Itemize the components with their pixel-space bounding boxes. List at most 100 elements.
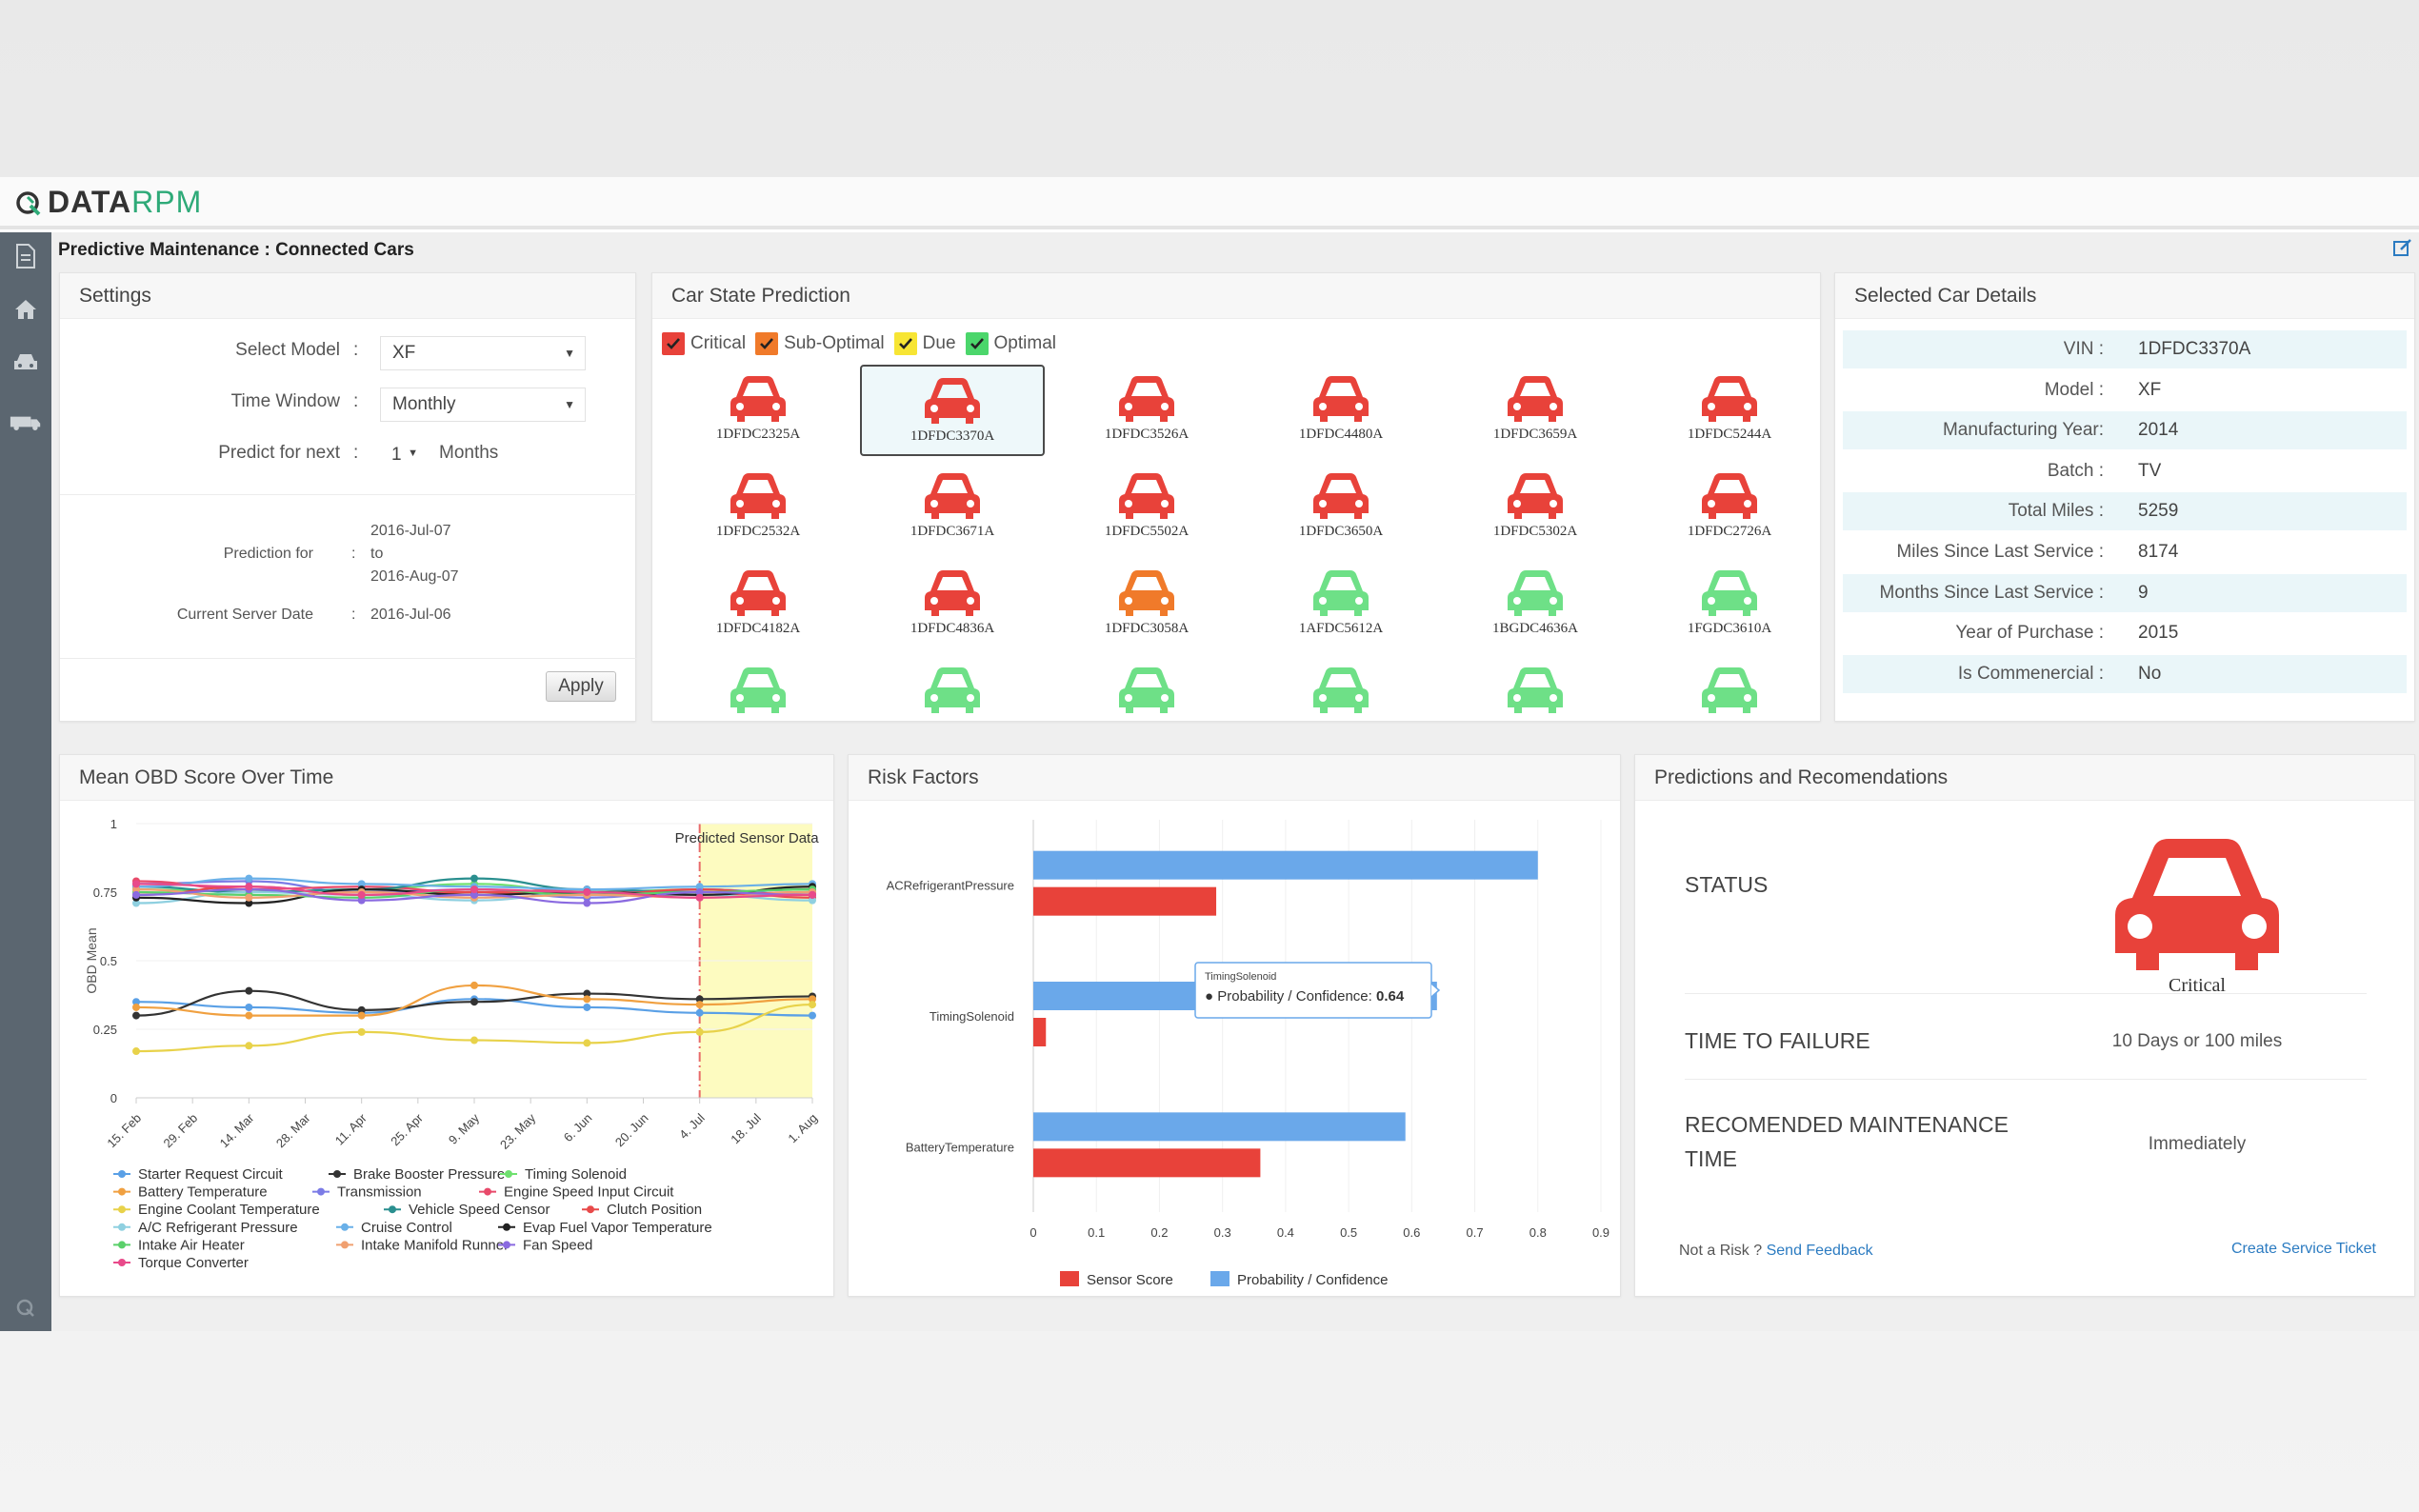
send-feedback-link[interactable]: Send Feedback (1766, 1243, 1873, 1259)
create-ticket-link[interactable]: Create Service Ticket (2230, 1241, 2376, 1257)
tooltip-title: TimingSolenoid (1205, 971, 1276, 983)
chevron-down-icon: ▼ (408, 448, 418, 459)
bar (1033, 1148, 1261, 1178)
obd-line-chart: Predicted Sensor Data 0 0.25 0.5 0.75 1 OBD Me… (84, 817, 820, 1271)
car-id: 1AFDC5612A (1298, 621, 1384, 636)
data-point (809, 1011, 816, 1020)
detail-value: 2015 (2138, 623, 2179, 644)
tooltip-label: ● Probability / Confidence: 0.64 (1205, 988, 1405, 1005)
prediction-from: 2016-Jul-07 (370, 523, 451, 539)
car-item[interactable] (860, 656, 1045, 721)
data-point (357, 890, 366, 899)
car-item[interactable]: 1DFDC2532A (666, 462, 850, 553)
checkbox-icon[interactable] (662, 332, 685, 355)
car-item[interactable]: 1DFDC5302A (1443, 462, 1628, 553)
detail-key: Year of Purchase : (1955, 623, 2104, 644)
apply-button[interactable]: Apply (546, 671, 616, 702)
car-item[interactable]: 1BGDC4636A (1443, 559, 1628, 650)
car-item[interactable] (1249, 656, 1433, 721)
legend-item-sub-optimal[interactable]: Sub-Optimal (755, 332, 885, 355)
x-tick-label: 0.6 (1403, 1225, 1420, 1240)
car-icon (1508, 473, 1563, 519)
checkbox-icon[interactable] (755, 332, 779, 355)
legend-entry: Engine Coolant Temperature (113, 1202, 320, 1218)
car-item[interactable]: 1DFDC4480A (1249, 365, 1433, 456)
car-icon (1702, 667, 1757, 713)
settings-panel: Settings Select Model : XF ▼ Time Window … (59, 272, 637, 722)
x-tick-label: 23. May (497, 1110, 539, 1152)
x-tick-label: 0.4 (1277, 1225, 1294, 1240)
car-item[interactable] (666, 656, 850, 721)
server-date: 2016-Jul-06 (370, 607, 451, 623)
car-icon (1119, 570, 1174, 616)
data-point (583, 899, 591, 907)
document-icon[interactable] (10, 240, 42, 272)
car-id: 1DFDC3526A (1104, 427, 1190, 442)
model-select[interactable]: XF ▼ (380, 336, 586, 370)
car-item[interactable]: 1DFDC3370A (860, 365, 1045, 456)
x-tick-label: 6. Jun (561, 1111, 595, 1145)
predict-label: Predict for next (218, 443, 340, 463)
car-item[interactable]: 1DFDC3659A (1443, 365, 1628, 456)
predict-count-select[interactable]: 1 ▼ (380, 439, 431, 473)
data-point (695, 995, 704, 1004)
car-item[interactable]: 1DFDC2325A (666, 365, 850, 456)
legend-swatch (1060, 1271, 1079, 1286)
car-item[interactable]: 1DFDC5502A (1054, 462, 1239, 553)
car-item[interactable]: 1DFDC3058A (1054, 559, 1239, 650)
checkbox-icon[interactable] (965, 332, 989, 355)
car-item[interactable]: 1FGDC3610A (1637, 559, 1820, 650)
car-item[interactable] (1054, 656, 1239, 721)
state-legend: Critical Sub-Optimal Due Optimal (662, 332, 1066, 355)
detail-key: Manufacturing Year: (1942, 420, 2104, 441)
car-item[interactable]: 1DFDC4182A (666, 559, 850, 650)
car-item[interactable]: 1DFDC2726A (1637, 462, 1820, 553)
collapse-logo-icon[interactable] (10, 1291, 42, 1323)
x-tick-label: 0.7 (1467, 1225, 1484, 1240)
datarpm-logo[interactable]: DATA RPM (15, 185, 202, 220)
car-icon (1508, 667, 1563, 713)
sidebar (0, 232, 51, 1331)
data-point (809, 1001, 816, 1009)
car-item[interactable]: 1DFDC3526A (1054, 365, 1239, 456)
legend-entry: Intake Air Heater (113, 1237, 245, 1253)
y-tick-label: 1 (110, 817, 117, 831)
legend-item-due[interactable]: Due (893, 332, 956, 355)
car-icon[interactable] (10, 347, 42, 379)
data-point (695, 1027, 704, 1036)
risk-title: Risk Factors (849, 755, 1620, 801)
status-value: Critical (2169, 975, 2226, 996)
car-item[interactable]: 1DFDC3650A (1249, 462, 1433, 553)
maintenance-label: RECOMENDED MAINTENANCE TIME (1685, 1112, 2009, 1171)
truck-icon[interactable] (10, 406, 42, 438)
data-point (357, 1005, 366, 1014)
edit-icon[interactable] (2392, 237, 2413, 263)
data-point (583, 995, 591, 1004)
car-item[interactable]: 1DFDC5244A (1637, 365, 1820, 456)
car-item[interactable]: 1DFDC4836A (860, 559, 1045, 650)
detail-row: Year of Purchase : 2015 (1843, 614, 2407, 652)
car-id: 1FGDC3610A (1687, 621, 1772, 636)
car-details-panel: Selected Car Details VIN : 1DFDC3370A Mode… (1834, 272, 2415, 722)
data-point (470, 1036, 478, 1044)
legend-entry: Engine Speed Input Circuit (479, 1184, 674, 1201)
car-item[interactable] (1637, 656, 1820, 721)
checkbox-icon[interactable] (893, 332, 917, 355)
home-icon[interactable] (10, 293, 42, 326)
legend-item-critical[interactable]: Critical (662, 332, 746, 355)
car-icon (730, 570, 786, 616)
legend-label: Evap Fuel Vapor Temperature (523, 1220, 712, 1236)
data-point (132, 1011, 140, 1020)
car-item[interactable] (1443, 656, 1628, 721)
legend-label: Engine Coolant Temperature (138, 1202, 320, 1218)
x-tick-label: 18. Jul (728, 1110, 764, 1146)
car-icon (1313, 376, 1369, 422)
car-state-panel: Car State Prediction Critical Sub-Optimal… (651, 272, 1821, 722)
time-window-select[interactable]: Monthly ▼ (380, 388, 586, 422)
car-item[interactable]: 1AFDC5612A (1249, 559, 1433, 650)
legend-item-optimal[interactable]: Optimal (965, 332, 1056, 355)
data-point (132, 1047, 140, 1056)
legend-entry: Fan Speed (498, 1237, 592, 1253)
car-item[interactable]: 1DFDC3671A (860, 462, 1045, 553)
data-point (132, 998, 140, 1006)
